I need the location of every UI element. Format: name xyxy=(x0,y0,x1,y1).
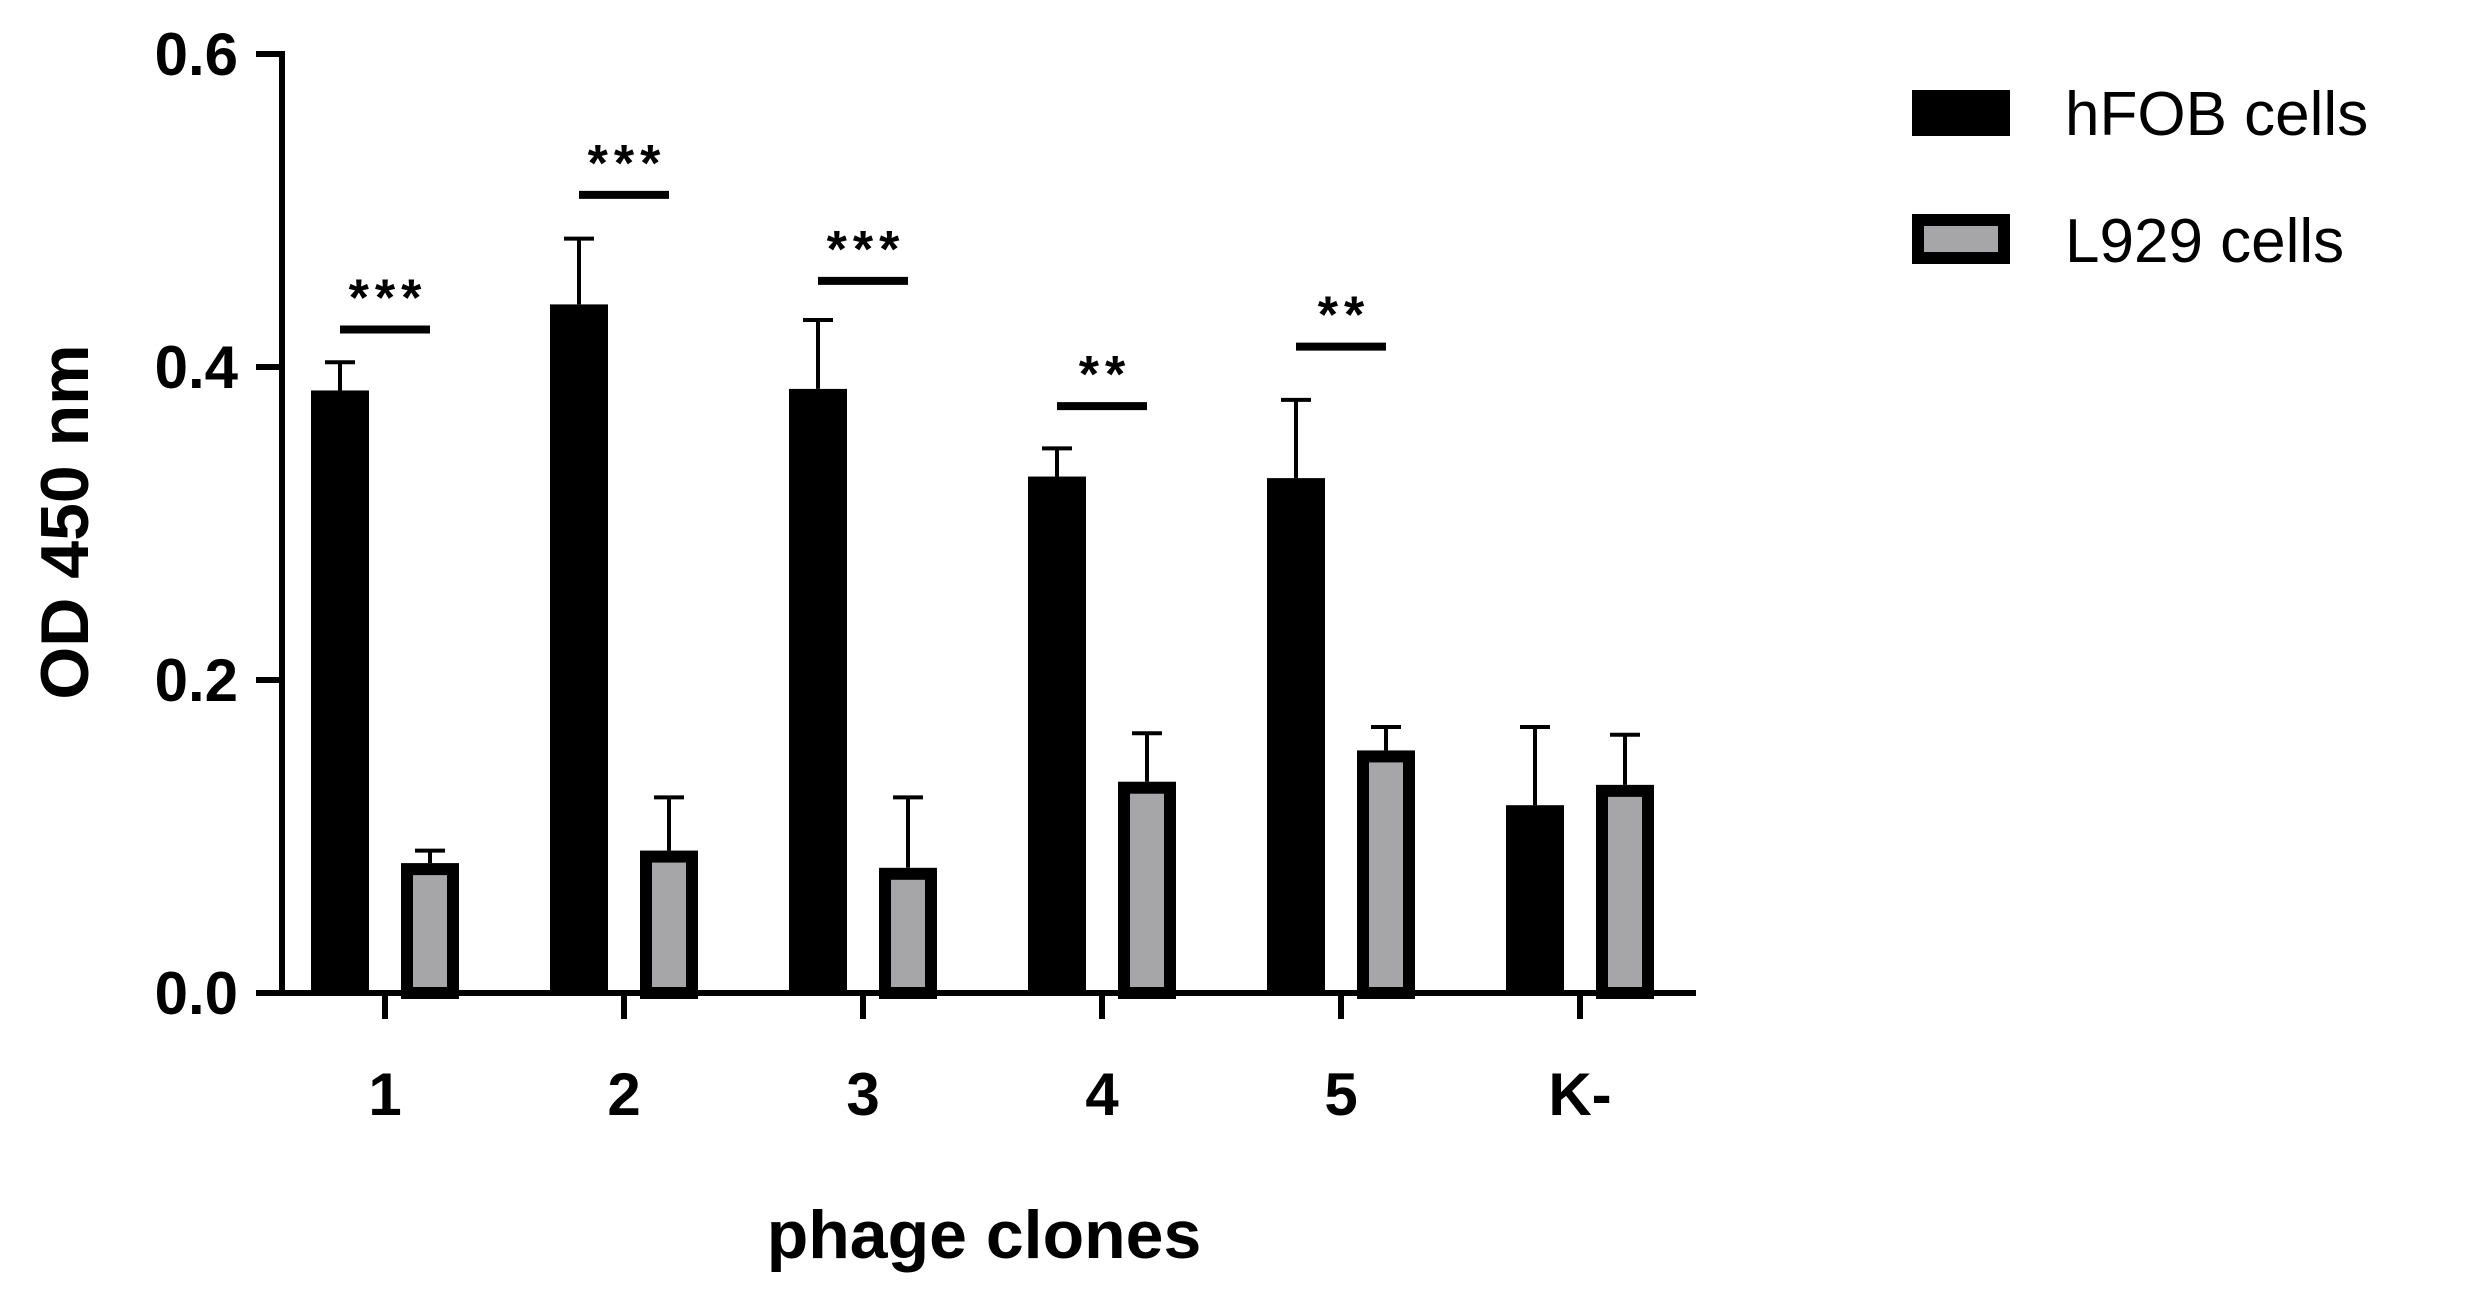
bar-hfob xyxy=(550,304,608,993)
y-axis: 0.0 0.2 0.4 0.6 xyxy=(155,21,285,1027)
y-tick-label: 0.2 xyxy=(155,647,238,714)
significance-label: *** xyxy=(588,135,667,193)
bar-hfob xyxy=(789,388,847,993)
bar-l929 xyxy=(879,867,937,999)
legend-swatch-l929 xyxy=(1912,214,2010,264)
y-axis-title: OD 450 nm xyxy=(27,344,103,699)
x-tick-label: 4 xyxy=(1085,1061,1119,1128)
bar-l929 xyxy=(1118,781,1176,999)
x-tick-label: 5 xyxy=(1324,1061,1357,1128)
bar-l929 xyxy=(640,850,698,1000)
plot-area: ************* xyxy=(311,135,1654,1000)
x-axis: 1 2 3 4 5 K- xyxy=(279,990,1696,1128)
significance-label: *** xyxy=(827,221,906,279)
bar-hfob xyxy=(311,390,369,994)
bar-l929 xyxy=(401,863,459,999)
legend-swatch-hfob xyxy=(1912,90,2010,136)
y-tick-label: 0.0 xyxy=(155,960,238,1027)
x-axis-title: phage clones xyxy=(767,1197,1202,1273)
significance-label: ** xyxy=(1318,287,1370,345)
bar-hfob xyxy=(1506,805,1564,993)
x-tick-label: 1 xyxy=(368,1061,401,1128)
x-tick-label: 3 xyxy=(846,1061,879,1128)
x-tick-label: K- xyxy=(1548,1061,1611,1128)
significance-label: *** xyxy=(349,269,428,327)
x-tick-label: 2 xyxy=(607,1061,640,1128)
y-tick-label: 0.6 xyxy=(155,21,238,88)
significance-label: ** xyxy=(1079,346,1131,404)
y-tick-label: 0.4 xyxy=(155,334,239,401)
bar-l929 xyxy=(1596,784,1654,999)
bar-hfob xyxy=(1267,478,1325,993)
legend: hFOB cells L929 cells xyxy=(1912,80,2368,276)
bar-l929 xyxy=(1357,750,1415,999)
bar-hfob xyxy=(1028,476,1086,993)
legend-label-l929: L929 cells xyxy=(2065,207,2344,276)
legend-label-hfob: hFOB cells xyxy=(2065,80,2368,149)
